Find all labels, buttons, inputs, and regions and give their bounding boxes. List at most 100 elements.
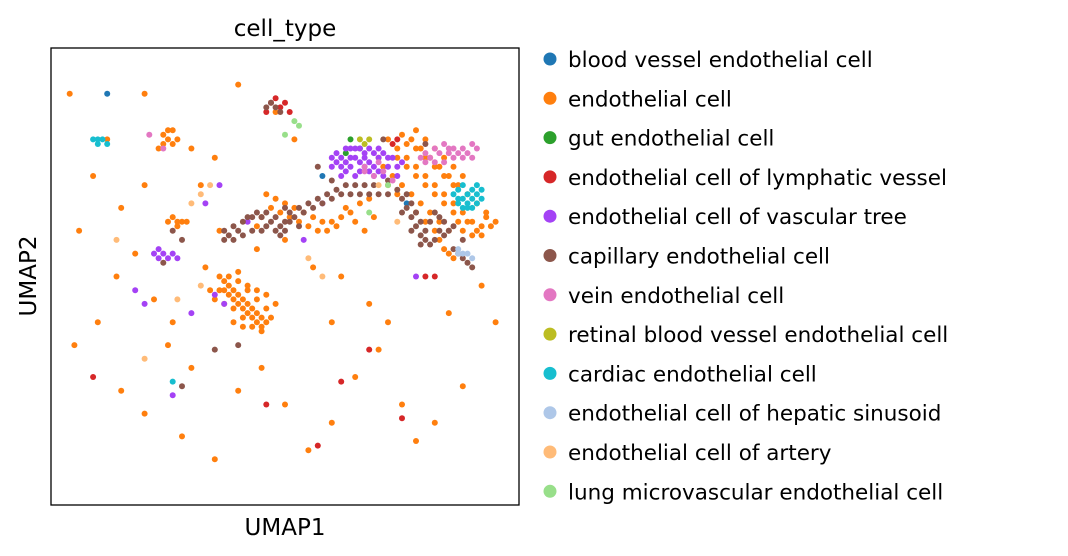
- data-point: [370, 163, 377, 170]
- data-point: [450, 255, 457, 262]
- data-point: [422, 136, 429, 143]
- data-point: [464, 191, 471, 198]
- data-point: [104, 90, 111, 97]
- legend-label: endothelial cell: [568, 87, 732, 112]
- scatter-points: [66, 81, 499, 463]
- data-point: [263, 305, 270, 312]
- data-point: [216, 273, 223, 280]
- data-point: [427, 154, 434, 161]
- data-point: [436, 236, 443, 243]
- data-point: [394, 191, 401, 198]
- data-point: [455, 182, 462, 189]
- data-point: [314, 442, 321, 449]
- data-point: [141, 300, 148, 307]
- data-point: [305, 447, 312, 454]
- data-point: [263, 401, 270, 408]
- data-point: [324, 227, 331, 234]
- data-point: [394, 163, 401, 170]
- data-point: [151, 296, 157, 303]
- data-point: [277, 232, 284, 239]
- data-point: [450, 209, 457, 216]
- y-axis-label: UMAP2: [16, 236, 42, 317]
- series-0: [104, 90, 410, 207]
- data-point: [380, 168, 387, 175]
- data-point: [277, 223, 284, 230]
- data-point: [169, 378, 176, 385]
- data-point: [385, 319, 391, 326]
- data-point: [272, 227, 279, 234]
- data-point: [347, 209, 354, 216]
- data-point: [403, 200, 410, 207]
- data-point: [235, 291, 242, 298]
- data-point: [282, 236, 288, 243]
- data-point: [361, 168, 368, 175]
- data-point: [403, 141, 410, 147]
- data-point: [469, 186, 476, 193]
- data-point: [333, 186, 340, 193]
- data-point: [431, 191, 438, 198]
- data-point: [450, 154, 457, 161]
- data-point: [160, 141, 167, 147]
- data-point: [230, 287, 237, 294]
- x-axis-label: UMAP1: [245, 515, 326, 541]
- data-point: [413, 173, 419, 179]
- data-point: [305, 223, 312, 230]
- data-point: [268, 204, 274, 211]
- data-point: [399, 182, 405, 189]
- data-point: [445, 250, 452, 257]
- data-point: [305, 200, 312, 207]
- data-point: [473, 200, 480, 207]
- data-point: [389, 173, 396, 179]
- legend-marker: [543, 52, 557, 66]
- series-9: [455, 246, 476, 262]
- data-point: [333, 159, 340, 166]
- data-point: [113, 236, 120, 243]
- data-point: [230, 319, 237, 326]
- data-point: [235, 300, 242, 307]
- data-point: [221, 227, 228, 234]
- data-point: [319, 200, 326, 207]
- data-point: [361, 227, 368, 234]
- legend-item: endothelial cell: [543, 87, 732, 112]
- data-point: [431, 159, 438, 166]
- legend-marker: [543, 484, 557, 498]
- data-point: [441, 246, 448, 253]
- data-point: [352, 173, 359, 179]
- data-point: [417, 218, 424, 225]
- data-point: [314, 227, 321, 234]
- legend-label: lung microvascular endothelial cell: [568, 480, 943, 505]
- data-point: [207, 287, 214, 294]
- data-point: [347, 145, 354, 152]
- data-point: [253, 209, 260, 216]
- series-5: [160, 99, 476, 390]
- data-point: [310, 264, 317, 271]
- data-point: [300, 209, 307, 216]
- data-point: [431, 163, 438, 170]
- data-point: [342, 168, 349, 175]
- data-point: [160, 250, 167, 257]
- data-point: [441, 173, 448, 179]
- legend-marker: [543, 249, 557, 262]
- data-point: [155, 246, 162, 253]
- data-point: [253, 246, 260, 253]
- data-point: [319, 218, 326, 225]
- data-point: [169, 127, 176, 134]
- data-point: [211, 346, 218, 353]
- data-point: [244, 218, 251, 225]
- data-point: [328, 419, 335, 426]
- data-point: [286, 109, 293, 115]
- data-point: [375, 145, 382, 152]
- data-point: [445, 310, 452, 317]
- data-point: [417, 232, 424, 239]
- data-point: [422, 150, 429, 157]
- legend-item: vein endothelial cell: [543, 284, 784, 309]
- data-point: [239, 218, 246, 225]
- data-point: [370, 173, 377, 179]
- data-point: [427, 241, 434, 248]
- series-8: [90, 136, 485, 385]
- data-point: [239, 296, 246, 303]
- data-point: [366, 136, 373, 143]
- data-point: [319, 273, 326, 280]
- data-point: [338, 173, 345, 179]
- data-point: [408, 227, 415, 234]
